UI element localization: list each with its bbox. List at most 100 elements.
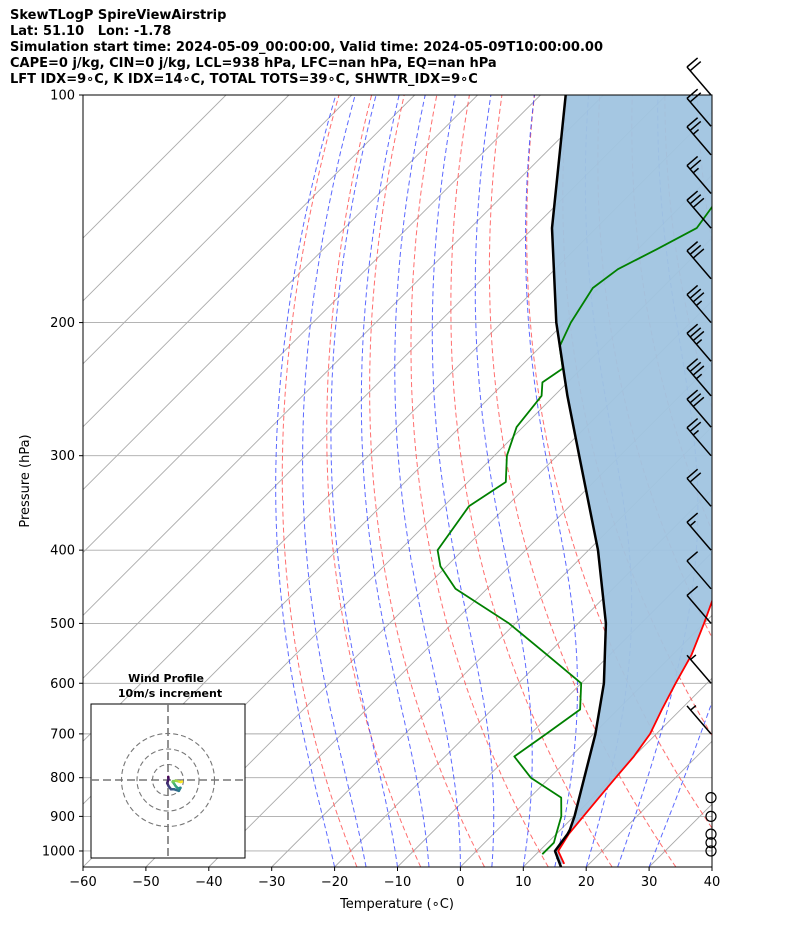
wind-barb-staff <box>686 477 712 507</box>
wind-barb <box>686 241 712 280</box>
wind-barb-flag <box>692 396 705 407</box>
wind-barb-flag <box>686 190 699 201</box>
wind-barb-flag <box>689 244 702 255</box>
hodograph-title: Wind Profile <box>128 672 204 685</box>
hodograph-plot <box>91 704 245 858</box>
x-tick-label: −60 <box>69 875 96 890</box>
moist-adiabat <box>648 700 712 867</box>
wind-barb-flag <box>689 92 702 103</box>
y-axis-label: Pressure (hPa) <box>18 434 33 527</box>
x-tick-label: 30 <box>641 875 658 890</box>
wind-barb-flag <box>686 512 699 523</box>
x-tick-label: 20 <box>578 875 595 890</box>
parcel-line <box>550 95 608 867</box>
wind-barb-flag <box>689 361 702 373</box>
wind-barb-half-flag <box>692 429 700 436</box>
x-tick-label: 0 <box>456 875 464 890</box>
wind-barb-staff <box>686 332 712 362</box>
wind-barb-staff <box>686 521 712 551</box>
wind-barb-flag <box>689 159 702 170</box>
isotherm <box>83 95 227 239</box>
wind-barb-flag <box>692 292 705 303</box>
wind-barb-flag <box>686 551 699 562</box>
wind-barb <box>686 323 712 362</box>
wind-barb-flag <box>686 155 699 167</box>
dewpoint-line <box>436 205 712 855</box>
wind-barb-half-flag <box>695 339 703 345</box>
isotherm <box>83 95 353 365</box>
wind-barb <box>686 155 712 195</box>
wind-barb-calm <box>705 845 717 857</box>
isotherm <box>397 551 712 867</box>
moist-adiabat <box>330 95 398 867</box>
title-times: Simulation start time: 2024-05-09_00:00:… <box>10 40 603 55</box>
wind-barb-flag <box>686 358 699 369</box>
y-tick-label: 500 <box>50 617 75 632</box>
wind-barb-flag <box>692 365 705 376</box>
wind-barb-flag <box>689 288 702 299</box>
title-latlon: Lat: 51.10 Lon: -1.78 <box>10 24 172 39</box>
wind-barb-half-flag <box>695 373 703 380</box>
isotherm <box>711 866 712 867</box>
title-indices-1: CAPE=0 j/kg, CIN=0 j/kg, LCL=938 hPa, LF… <box>10 56 497 71</box>
title-station: SkewTLogP SpireViewAirstrip <box>10 8 227 23</box>
wind-barb-flag <box>689 421 702 432</box>
title-indices-2: LFT IDX=9∘C, K IDX=14∘C, TOTAL TOTS=39∘C… <box>10 72 478 87</box>
isotherm <box>271 426 712 867</box>
wind-barb-half-flag <box>690 704 697 711</box>
y-tick-label: 800 <box>50 771 75 786</box>
wind-barb-calm <box>705 792 717 804</box>
wind-barb-flag <box>686 389 699 400</box>
dry-adiabat <box>730 95 794 867</box>
wind-barb-calm <box>705 837 717 849</box>
x-tick-label: −10 <box>384 875 411 890</box>
wind-barb-flag <box>689 60 702 72</box>
wind-barb-flag <box>686 284 699 296</box>
wind-barb-staff <box>686 199 712 229</box>
wind-barb-staff <box>686 126 712 156</box>
wind-barb <box>686 358 712 397</box>
wind-barb <box>686 88 712 127</box>
moist-adiabat <box>617 95 699 867</box>
wind-barb-flag <box>686 468 699 479</box>
wind-barb <box>686 284 712 324</box>
wind-barb-flag <box>689 472 702 483</box>
y-tick-label: 200 <box>50 316 75 331</box>
wind-barb-calm <box>705 810 717 822</box>
dry-adiabat <box>369 95 485 867</box>
wind-barb-flag <box>686 323 699 334</box>
wind-barb <box>686 57 712 96</box>
wind-barb-flag <box>692 197 705 208</box>
wind-barb-staff <box>686 398 712 428</box>
moist-adiabat <box>360 95 430 867</box>
x-tick-label: 10 <box>515 875 532 890</box>
hodograph-inset: Wind Profile 10m/s increment <box>90 672 246 859</box>
dry-adiabat <box>281 95 358 867</box>
wind-barb-flag <box>692 248 705 259</box>
hodograph-subtitle: 10m/s increment <box>118 687 222 700</box>
y-tick-label: 700 <box>50 727 75 742</box>
wind-barb <box>686 389 712 428</box>
wind-barbs <box>686 57 717 857</box>
wind-barb <box>686 704 712 735</box>
wind-barb-flag <box>689 327 702 338</box>
moist-adiabat <box>431 95 495 867</box>
chart-title-block: SkewTLogP SpireViewAirstrip Lat: 51.10 Lo… <box>10 8 603 88</box>
isotherm <box>145 300 712 867</box>
wind-barb <box>686 117 712 156</box>
wind-barb <box>686 190 712 229</box>
y-tick-label: 900 <box>50 810 75 825</box>
y-tick-label: 100 <box>50 89 75 104</box>
wind-barb-flag <box>686 88 699 99</box>
wind-barb-half-flag <box>689 520 696 527</box>
wind-barb <box>686 512 712 551</box>
dry-adiabat <box>410 95 549 867</box>
wind-barb-half-flag <box>692 129 700 135</box>
dry-adiabat <box>326 95 422 867</box>
cin-shading <box>552 95 712 864</box>
wind-barb <box>686 585 712 624</box>
wind-barb-staff <box>686 367 712 397</box>
x-tick-label: −30 <box>258 875 285 890</box>
y-tick-label: 300 <box>50 449 75 464</box>
